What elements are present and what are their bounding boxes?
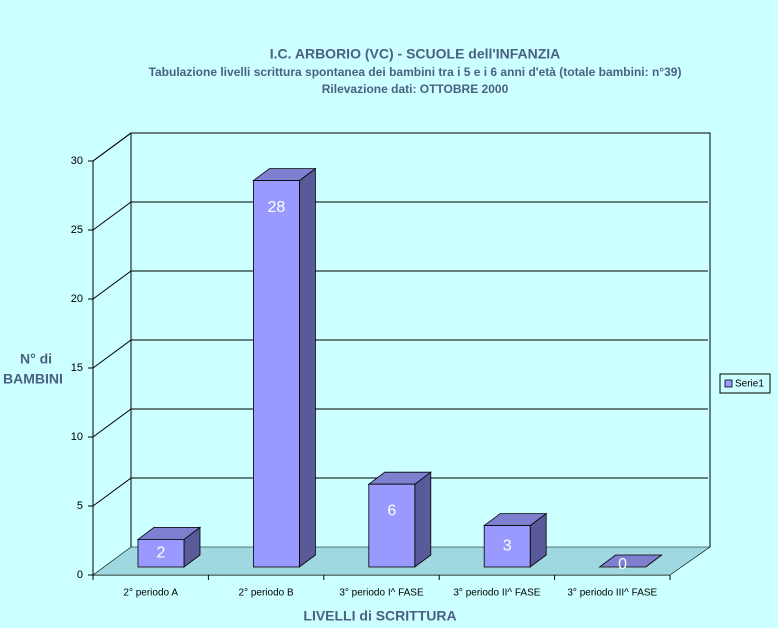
x-tick-label: 2° periodo B [239,588,294,599]
chart-title: I.C. ARBORIO (VC) - SCUOLE dell'INFANZIA [270,46,561,62]
y-tick-label: 15 [71,362,83,374]
data-label: 2 [157,544,166,561]
y-tick-label: 30 [71,155,83,167]
grid-line [92,408,708,438]
y-axis-title: BAMBINI [3,371,63,387]
y-axis-title: N° di [20,351,52,367]
x-tick-label: 3° periodo I^ FASE [339,588,424,599]
x-tick-label: 3° periodo III^ FASE [567,588,657,599]
grid-line [92,270,708,300]
grid-line [92,201,708,231]
bar [252,180,300,568]
legend [719,373,771,394]
y-tick-label: 25 [71,224,83,236]
bar-top [598,554,663,568]
data-label: 28 [268,199,286,216]
x-tick-label: 2° periodo A [123,588,178,599]
y-tick-label: 5 [77,500,83,512]
chart-subtitle: Rilevazione dati: OTTOBRE 2000 [322,82,509,96]
legend-label: Serie1 [735,379,764,390]
bar [137,539,185,568]
data-label: 0 [618,556,627,573]
data-label: 3 [503,538,512,555]
legend-swatch [724,379,733,388]
bar [483,525,531,568]
bar [368,483,416,568]
y-tick-label: 0 [77,569,83,581]
y-tick-label: 20 [71,293,83,305]
x-tick-label: 3° periodo II^ FASE [453,588,540,599]
chart-subtitle: Tabulazione livelli scrittura spontanea … [149,65,682,79]
bar-side [414,471,432,568]
y-tick-label: 10 [71,431,83,443]
grid-line [92,477,708,507]
data-label: 6 [387,502,396,519]
grid-line [92,339,708,369]
x-axis-title: LIVELLI di SCRITTURA [303,608,456,624]
grid-line [92,132,708,162]
bar-side [298,167,316,568]
